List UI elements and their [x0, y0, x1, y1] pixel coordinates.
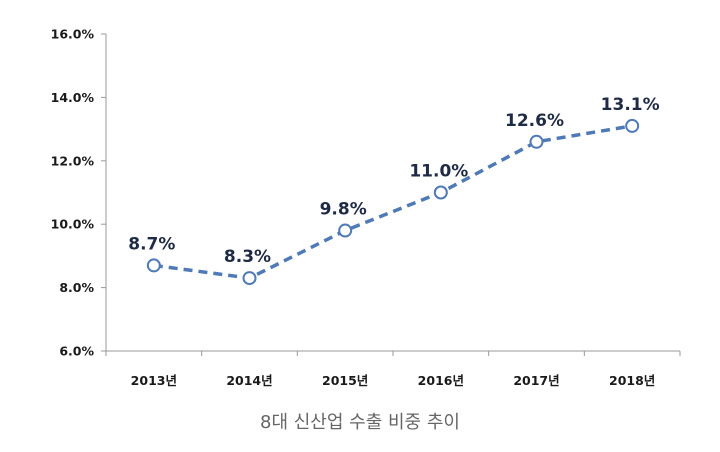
- data-label-0: 8.7%: [128, 234, 175, 254]
- series-line-group: [153, 124, 633, 280]
- data-point-5: [625, 118, 640, 133]
- series-line: [153, 124, 633, 280]
- y-tick-label: 8.0%: [59, 280, 94, 295]
- y-tick-label: 10.0%: [51, 217, 95, 232]
- data-point-2: [338, 223, 353, 238]
- data-markers: [146, 118, 640, 286]
- chart-caption: 8대 신산업 수출 비중 추이: [260, 412, 460, 433]
- x-tick-label: 2017년: [513, 373, 559, 388]
- y-tick-label: 6.0%: [59, 344, 94, 359]
- data-point-4: [529, 134, 544, 149]
- data-label-4: 12.6%: [505, 111, 564, 131]
- data-label-1: 8.3%: [224, 247, 271, 267]
- x-tick-label: 2016년: [418, 373, 464, 388]
- x-tick-label: 2013년: [131, 373, 177, 388]
- y-axis: 6.0% 8.0% 10.0% 12.0% 14.0% 16.0%: [51, 27, 107, 359]
- y-tick-label: 16.0%: [51, 27, 95, 42]
- x-tick-label: 2015년: [322, 373, 368, 388]
- data-point-1: [242, 271, 257, 286]
- y-tick-label: 12.0%: [51, 153, 95, 168]
- data-point-3: [433, 185, 448, 200]
- x-tick-label: 2018년: [609, 373, 655, 388]
- y-tick-label: 14.0%: [51, 90, 95, 105]
- x-tick-label: 2014년: [226, 373, 272, 388]
- data-labels: 8.7% 8.3% 9.8% 11.0% 12.6% 13.1%: [128, 95, 659, 267]
- data-label-5: 13.1%: [601, 95, 660, 115]
- x-axis: 2013년 2014년 2015년 2016년 2017년 2018년: [105, 350, 681, 388]
- data-label-3: 11.0%: [409, 162, 468, 182]
- data-label-2: 9.8%: [320, 200, 367, 220]
- data-point-0: [146, 258, 161, 273]
